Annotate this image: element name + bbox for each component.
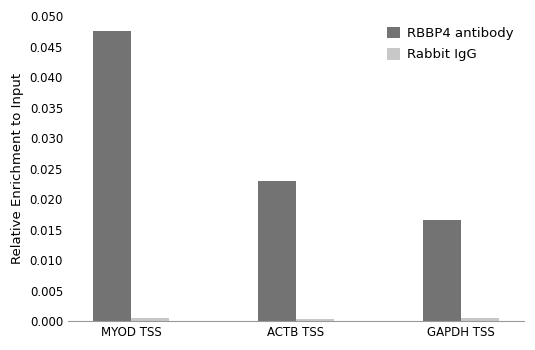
Bar <box>461 318 499 321</box>
Bar <box>258 181 296 321</box>
Y-axis label: Relative Enrichment to Input: Relative Enrichment to Input <box>11 73 24 264</box>
Bar <box>423 220 461 321</box>
Bar <box>131 318 169 321</box>
Legend: RBBP4 antibody, Rabbit IgG: RBBP4 antibody, Rabbit IgG <box>383 23 517 65</box>
Bar <box>296 319 334 321</box>
Bar <box>93 32 131 321</box>
